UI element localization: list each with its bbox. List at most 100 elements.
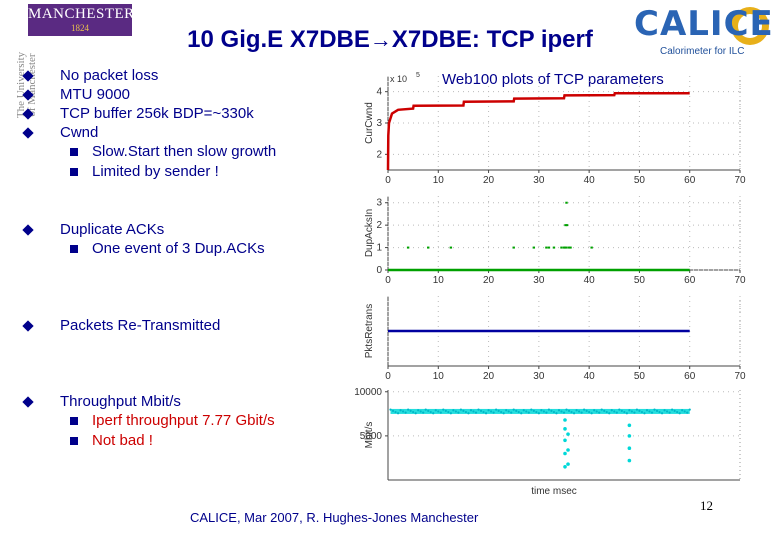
throughput-point [497,409,500,412]
calice-logo-subtitle: Calorimeter for ILC [660,46,745,57]
throughput-point [525,410,528,413]
throughput-dip-point [563,438,567,443]
x-tick-label: 10 [433,371,445,382]
throughput-point [422,411,425,414]
throughput-point [633,411,636,414]
dupacks-point [567,246,571,249]
throughput-point [583,408,586,411]
throughput-point [444,409,447,412]
throughput-point [603,409,606,412]
y-axis-label: DupAcksIn [364,209,375,257]
throughput-point [469,409,473,412]
throughput-point [484,412,488,415]
throughput-point [638,409,641,412]
throughput-point [542,410,545,413]
throughput-dip-point [563,464,567,469]
square-bullet-icon [70,245,78,253]
throughput-point [575,409,578,412]
throughput-point [507,410,510,413]
bullet-group-throughput: Throughput Mbit/s Iperf throughput 7.77 … [22,392,275,451]
throughput-point [502,412,505,415]
y-tick-label: 4 [376,87,382,98]
throughput-point [527,411,530,414]
throughput-point [417,409,420,412]
throughput-dip-point [627,423,632,428]
throughput-point [552,410,556,414]
dupacks-point [565,201,568,204]
throughput-dip-point [563,418,567,422]
throughput-point [495,408,498,411]
footer-text: CALICE, Mar 2007, R. Hughes-Jones Manche… [190,510,479,525]
throughput-point [505,409,508,412]
y-axis-label: Mbit/s [364,422,375,449]
throughput-point [464,410,468,414]
throughput-point [660,412,664,415]
slide-title: 10 Gig.E X7DBE→X7DBE: TCP iperf [150,26,630,54]
throughput-point [452,409,455,412]
calice-logo-word: CALICE [634,4,774,44]
throughput-point [565,408,568,411]
throughput-point [590,412,593,415]
x-tick-label: 30 [533,175,545,186]
throughput-point [427,409,430,412]
x-axis-label: time msec [531,486,577,497]
bullet-group-dupacks: Duplicate ACKs One event of 3 Dup.ACKs [22,220,265,259]
x-tick-label: 70 [734,275,746,286]
throughput-point [447,410,450,414]
throughput-point [567,409,571,412]
x-tick-label: 10 [433,275,445,286]
throughput-point [391,409,395,412]
throughput-point [557,409,561,412]
manchester-logo-year: 1824 [71,23,89,33]
x-tick-label: 50 [634,275,646,286]
throughput-point [613,410,616,413]
bullet-item: TCP buffer 256k BDP=~330k [22,104,276,123]
y-tick-label: 0 [376,265,382,276]
manchester-logo-name: MANCHESTER [28,6,135,22]
bullet-item: Packets Re-Transmitted [22,316,220,335]
throughput-dip-point [563,427,567,431]
throughput-point [535,410,538,414]
throughput-point [640,410,644,414]
right-arrow-icon: → [369,27,392,52]
throughput-point [550,409,553,412]
y-tick-label: 3 [376,198,382,209]
throughput-point [620,409,623,412]
throughput-point [681,409,684,412]
bullet-item: Throughput Mbit/s [22,392,275,411]
square-bullet-icon [70,417,78,425]
throughput-point [665,410,669,413]
throughput-point [643,412,646,415]
cwnd-series-line [386,91,690,171]
throughput-point [467,412,470,415]
throughput-point [610,409,613,412]
x-tick-label: 30 [533,275,545,286]
throughput-point [459,408,463,411]
sub-bullet-text: Not bad ! [92,432,153,449]
x-tick-label: 60 [684,371,696,382]
throughput-point [424,408,427,411]
y-tick-label: 2 [376,220,382,231]
throughput-point [472,410,475,413]
throughput-point [477,408,480,411]
x-tick-label: 0 [385,175,391,186]
x-tick-label: 10 [433,175,445,186]
throughput-point [653,408,656,411]
square-bullet-icon [70,148,78,156]
throughput-point [645,409,649,412]
bullet-text: TCP buffer 256k BDP=~330k [60,105,254,122]
x-tick-label: 70 [734,371,746,382]
throughput-dip-point [563,451,567,456]
throughput-point [683,410,686,413]
sub-bullet-text: Slow.Start then slow growth [92,143,277,160]
x-tick-label: 60 [684,275,696,286]
page-number: 12 [700,498,713,513]
throughput-point [676,410,679,414]
dupacks-point [560,246,563,249]
throughput-point [510,411,513,414]
dupacks-point [547,246,551,249]
sub-bullet-text: One event of 3 Dup.ACKs [92,240,265,257]
dupacks-point [545,246,548,249]
throughput-point [419,410,422,413]
